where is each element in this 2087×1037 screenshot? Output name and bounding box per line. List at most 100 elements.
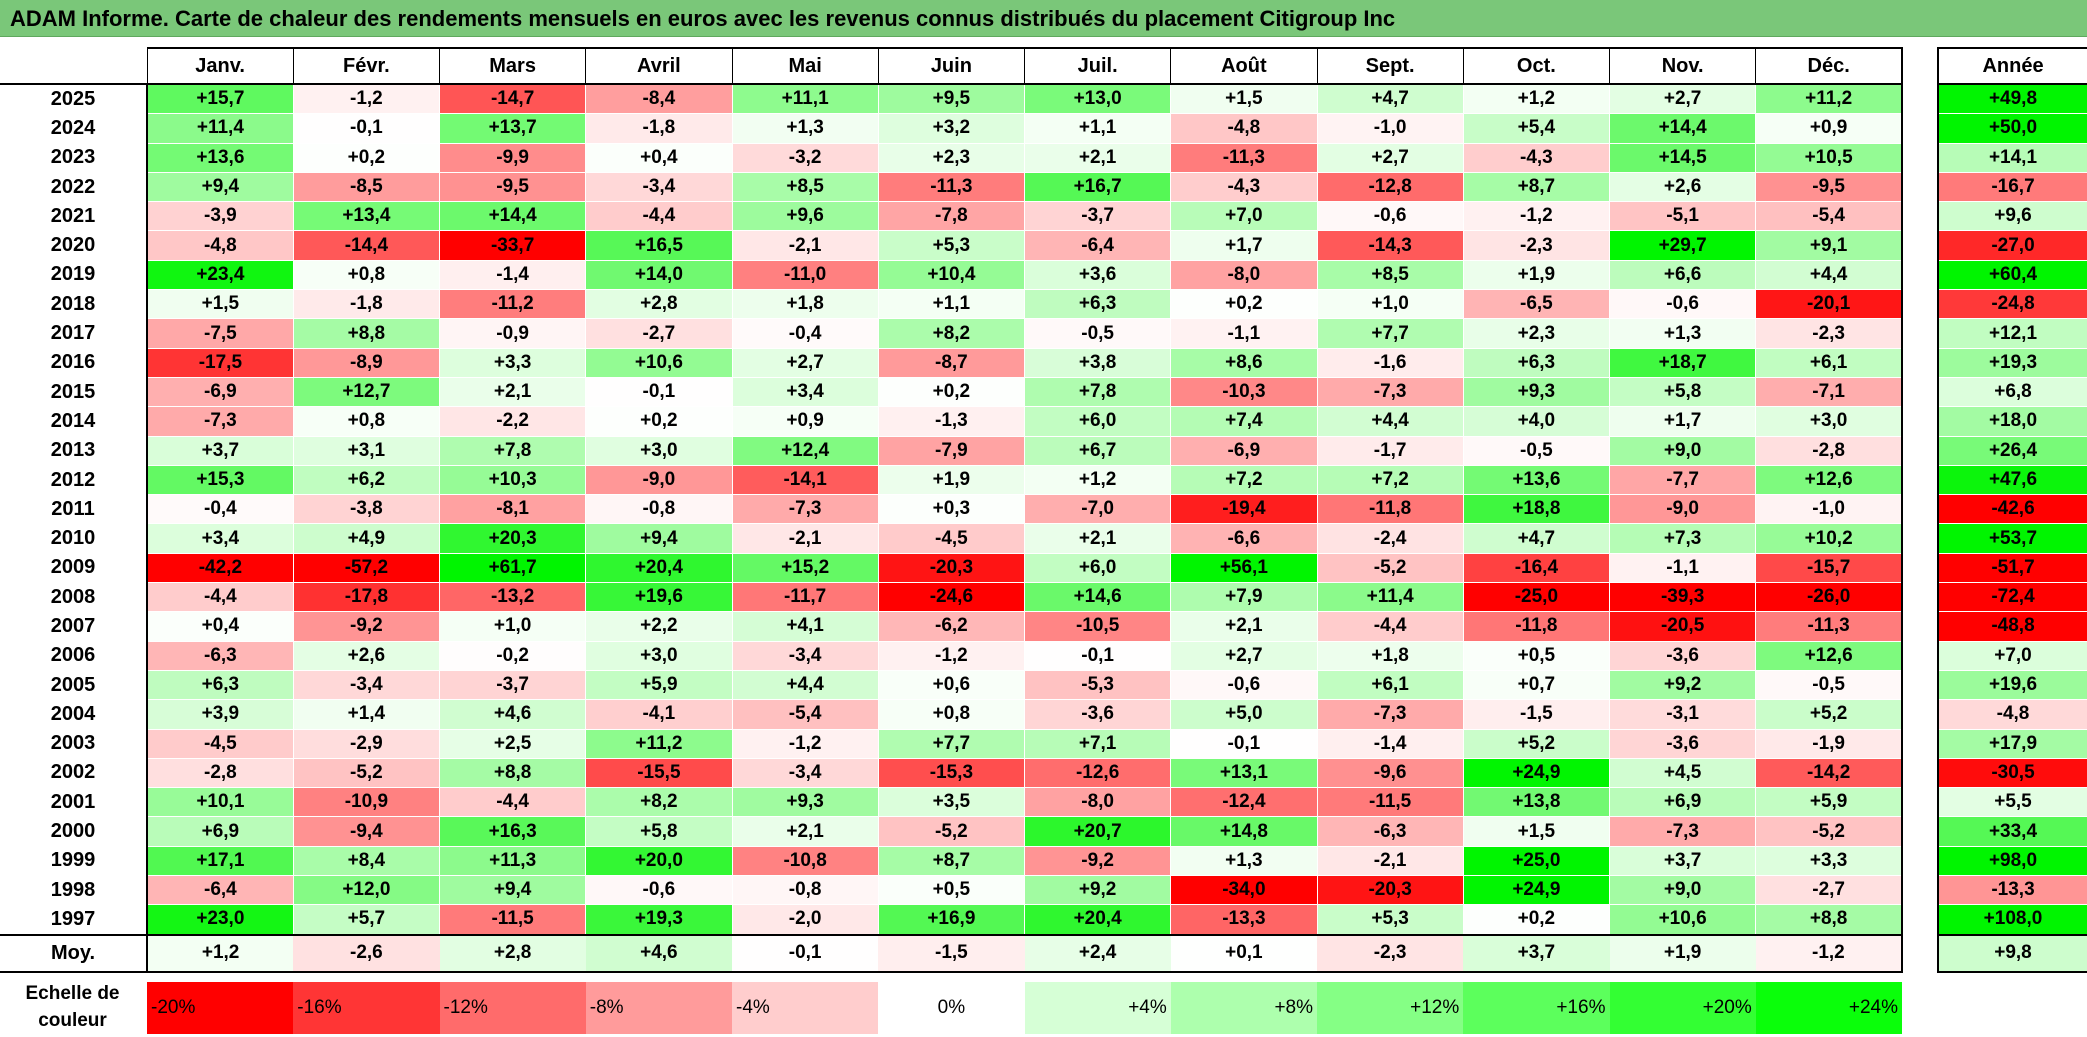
heatmap-cell: +0,8: [292, 259, 441, 291]
heatmap-cell: +2,5: [438, 728, 587, 759]
heatmap-cell: +9,4: [585, 523, 733, 554]
heatmap-cell: -1,2: [1462, 201, 1611, 232]
annual-cell: +50,0: [1937, 113, 2087, 144]
heatmap-cell: +8,8: [292, 318, 441, 349]
heatmap-cell: +5,3: [1316, 904, 1464, 936]
heatmap-cell: -5,2: [877, 816, 1026, 847]
heatmap-cell: -12,8: [1316, 171, 1464, 203]
annual-cell: -51,7: [1937, 553, 2087, 584]
average-cell: -2,3: [1317, 933, 1464, 973]
month-header: Janv.: [146, 47, 294, 85]
heatmap-cell: +4,7: [1462, 523, 1611, 554]
heatmap-cell: +1,2: [1023, 464, 1172, 496]
heatmap-cell: -2,1: [731, 230, 879, 261]
heatmap-cell: -2,1: [1316, 845, 1464, 877]
heatmap-cell: -7,3: [1608, 816, 1757, 847]
heatmap-cell: +16,9: [877, 904, 1026, 936]
heatmap-cell: +11,1: [731, 83, 879, 115]
heatmap-cell: -5,1: [1608, 201, 1757, 232]
heatmap-cell: +14,6: [1023, 582, 1172, 613]
heatmap-cell: +6,3: [146, 669, 294, 701]
heatmap-cell: -9,5: [1755, 171, 1904, 203]
heatmap-cell: -0,8: [731, 875, 879, 906]
heatmap-cell: +13,1: [1170, 757, 1318, 789]
heatmap-cell: +1,3: [1170, 845, 1318, 877]
year-label: 1998: [0, 875, 148, 905]
heatmap-cell: +1,9: [877, 464, 1026, 496]
heatmap-cell: +29,7: [1608, 230, 1757, 261]
annual-cell: -13,3: [1937, 875, 2087, 906]
heatmap-cell: -0,9: [438, 318, 587, 349]
heatmap-cell: +14,5: [1608, 142, 1757, 173]
heatmap-cell: -39,3: [1608, 582, 1757, 613]
heatmap-cell: +2,3: [877, 142, 1026, 173]
annual-cell: +18,0: [1937, 406, 2087, 437]
heatmap-cell: -3,6: [1023, 699, 1172, 730]
table-row: 2005 +6,3 -3,4 -3,7 +5,9 +4,4 +0,6 -5,3 -0,6 +6,1…: [0, 669, 1904, 701]
year-label: 2021: [0, 201, 148, 231]
heatmap-cell: -5,2: [292, 757, 441, 789]
heatmap-cell: +2,1: [438, 376, 587, 408]
table-row: 2013 +3,7 +3,1 +7,8 +3,0 +12,4 -7,9 +6,7 -6,9 -1,…: [0, 435, 1904, 466]
table-row: 2009 -42,2 -57,2 +61,7 +20,4 +15,2 -20,3 +6,0 +5…: [0, 552, 1904, 584]
heatmap-cell: +10,5: [1755, 142, 1904, 173]
heatmap-cell: -3,8: [292, 494, 441, 525]
heatmap-cell: +2,8: [585, 289, 733, 320]
annual-cell: -30,5: [1937, 758, 2087, 789]
table-row: 2000 +6,9 -9,4 +16,3 +5,8 +2,1 -5,2 +20,7 +14,8-…: [0, 816, 1904, 847]
scale-step: -4%: [732, 982, 879, 1034]
heatmap-cell: -6,9: [1170, 435, 1318, 466]
heatmap-cell: -5,2: [1755, 816, 1904, 847]
year-label: 2001: [0, 787, 148, 817]
heatmap-cell: +2,7: [1608, 83, 1757, 115]
heatmap-cell: +5,2: [1462, 728, 1611, 759]
heatmap-cell: +2,1: [731, 816, 879, 847]
heatmap-cell: -1,1: [1608, 552, 1757, 584]
table-row: 2010 +3,4 +4,9 +20,3 +9,4 -2,1 -4,5 +2,1 -6,6 -2,…: [0, 523, 1904, 554]
heatmap-cell: +13,7: [438, 113, 587, 144]
heatmap-cell: -34,0: [1170, 875, 1318, 906]
average-cell: +2,8: [439, 933, 586, 973]
heatmap-cell: +18,7: [1608, 347, 1757, 378]
heatmap-cell: +0,8: [292, 406, 441, 437]
heatmap-cell: +6,7: [1023, 435, 1172, 466]
heatmap-cell: +10,2: [1755, 523, 1904, 554]
heatmap-cell: +6,9: [1608, 787, 1757, 818]
heatmap-cell: -9,4: [292, 816, 441, 847]
heatmap-cell: -0,1: [292, 113, 441, 144]
table-row: 2024 +11,4 -0,1 +13,7 -1,8 +1,3 +3,2 +1,1 -4,8 -1…: [0, 113, 1904, 144]
heatmap-cell: +3,0: [1755, 406, 1904, 437]
year-label: 2011: [0, 494, 148, 524]
heatmap-cell: +0,2: [292, 142, 441, 173]
year-label: 2008: [0, 582, 148, 612]
heatmap-cell: +4,9: [292, 523, 441, 554]
annual-cell: -24,8: [1937, 289, 2087, 320]
heatmap-cell: -1,0: [1755, 494, 1904, 525]
heatmap-cell: +9,4: [146, 171, 294, 203]
table-row: 1998 -6,4 +12,0 +9,4 -0,6 -0,8 +0,5 +9,2 -34,0 -2…: [0, 875, 1904, 906]
heatmap-cell: +1,8: [1316, 640, 1464, 671]
heatmap-cell: -11,7: [731, 582, 879, 613]
heatmap-cell: -3,4: [292, 669, 441, 701]
average-cell: -2,6: [293, 933, 440, 973]
heatmap-cell: -0,6: [585, 875, 733, 906]
heatmap-cell: -5,4: [731, 699, 879, 730]
table-row: 2021 -3,9 +13,4 +14,4 -4,4 +9,6 -7,8 -3,7 +7,0 -0…: [0, 201, 1904, 232]
annual-cell: -16,7: [1937, 172, 2087, 203]
heatmap-cell: +1,7: [1170, 230, 1318, 261]
heatmap-cell: -8,0: [1023, 787, 1172, 818]
heatmap-cell: -0,6: [1316, 201, 1464, 232]
heatmap-cell: +2,2: [585, 611, 733, 642]
year-label: 2014: [0, 406, 148, 437]
heatmap-cell: -4,8: [146, 230, 294, 261]
heatmap-cell: -9,0: [585, 464, 733, 496]
month-header: Mai: [731, 47, 879, 85]
month-header: Juil.: [1023, 47, 1171, 85]
heatmap-cell: -4,8: [1170, 113, 1318, 144]
heatmap-cell: -6,2: [877, 611, 1026, 642]
heatmap-cell: +7,7: [1316, 318, 1464, 349]
annual-cell: +53,7: [1937, 523, 2087, 554]
heatmap-cell: +7,2: [1170, 464, 1318, 496]
heatmap-cell: +9,3: [731, 787, 879, 818]
heatmap-cell: -15,5: [585, 757, 733, 789]
